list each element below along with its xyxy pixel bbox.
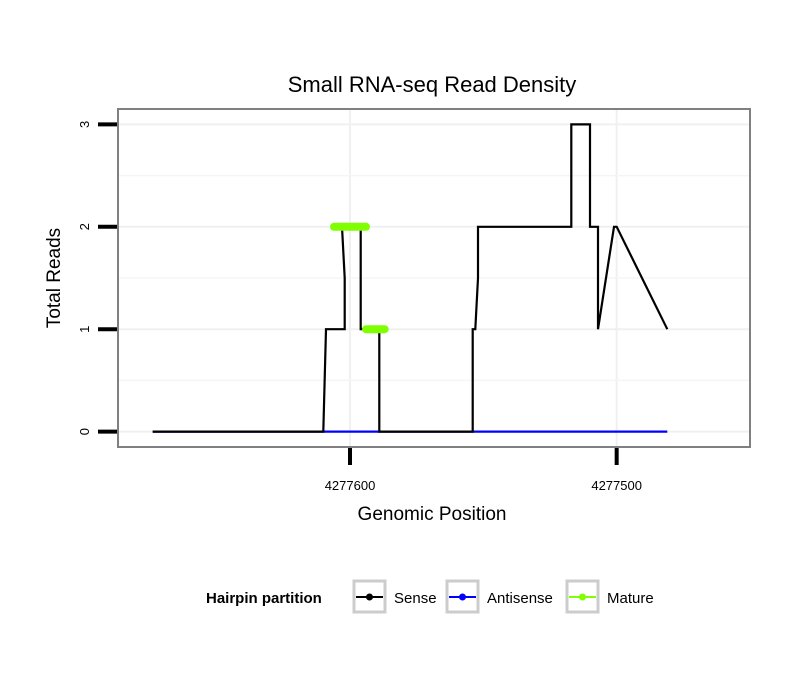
series-layer bbox=[152, 123, 669, 433]
y-tick-label: 1 bbox=[77, 326, 92, 333]
legend-item-antisense: Antisense bbox=[445, 579, 553, 614]
y-tick-label: 2 bbox=[77, 223, 92, 230]
x-tick-label: 4277600 bbox=[325, 478, 376, 493]
x-axis-title: Genomic Position bbox=[358, 504, 507, 525]
legend-label: Antisense bbox=[487, 590, 553, 607]
x-tick-label: 4277500 bbox=[591, 478, 642, 493]
x-axis: 4277600 4277500 bbox=[325, 448, 642, 493]
legend-key-point bbox=[579, 593, 586, 601]
legend: Hairpin partition Sense Antisense Mature bbox=[206, 579, 654, 614]
legend-key-point bbox=[366, 593, 373, 601]
legend-title: Hairpin partition bbox=[206, 590, 322, 607]
legend-label: Sense bbox=[394, 590, 437, 607]
chart-title: Small RNA-seq Read Density bbox=[288, 72, 577, 97]
y-axis-title: Total Reads bbox=[44, 228, 65, 328]
y-tick-label: 0 bbox=[77, 428, 92, 435]
legend-label: Mature bbox=[607, 590, 654, 607]
legend-item-sense: Sense bbox=[352, 579, 437, 614]
y-axis: 0 1 2 3 bbox=[77, 121, 117, 435]
legend-key-point bbox=[459, 593, 466, 601]
legend-item-mature: Mature bbox=[565, 579, 654, 614]
y-tick-label: 3 bbox=[77, 121, 92, 128]
